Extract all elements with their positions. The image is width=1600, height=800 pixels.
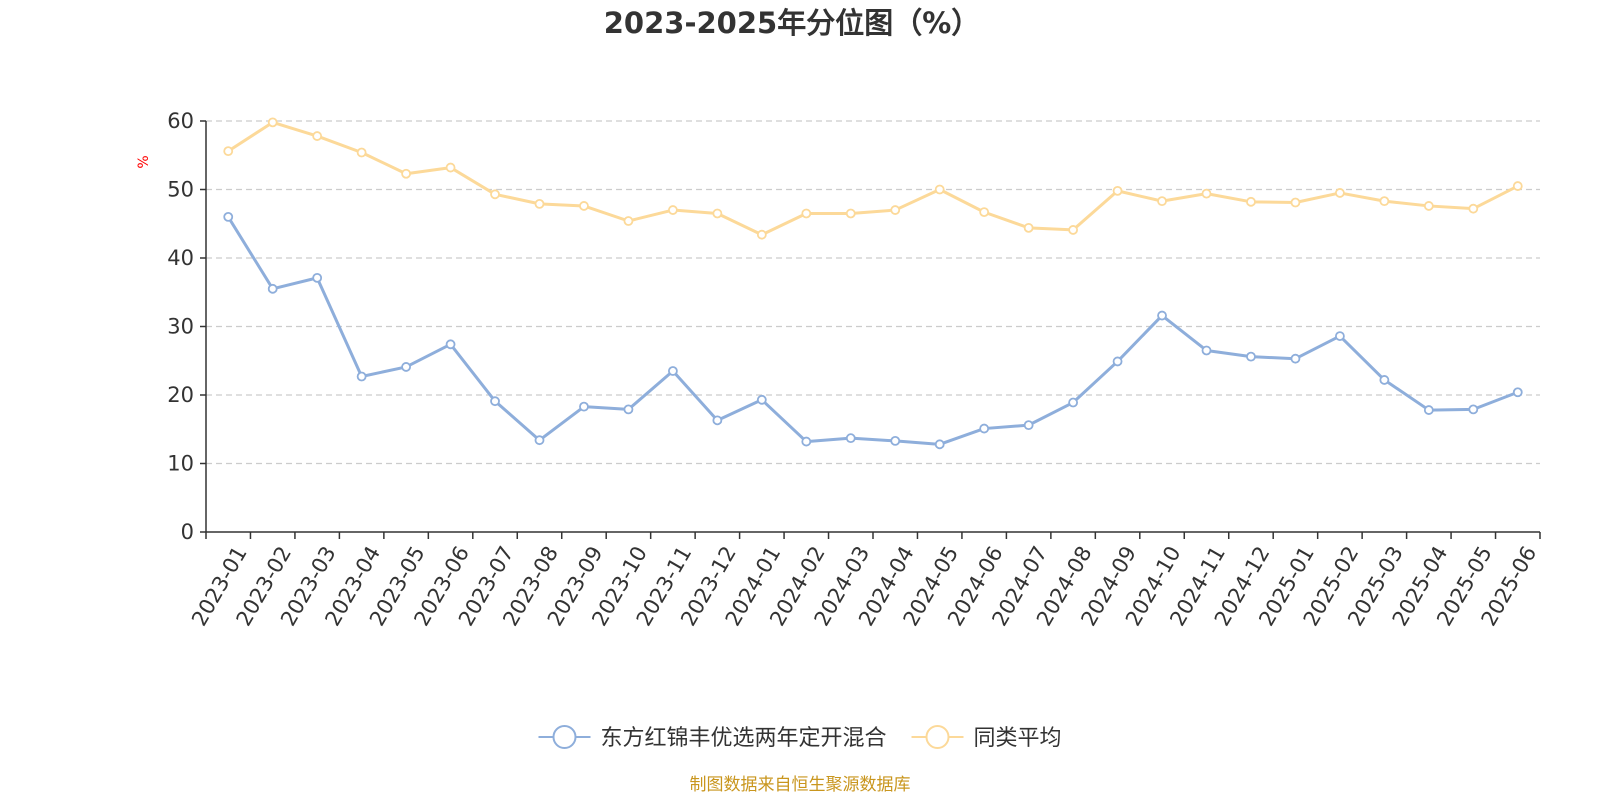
series-point [312, 272, 323, 283]
series-point [1068, 225, 1078, 235]
series-point [1512, 387, 1523, 398]
y-tick-label: 0 [181, 520, 194, 544]
series-point [1246, 351, 1256, 362]
series-point [712, 415, 723, 426]
series-point [1335, 331, 1345, 341]
series-point [890, 205, 901, 215]
y-tick-label: 40 [167, 246, 194, 270]
y-tick-label: 20 [167, 383, 194, 407]
series-point [490, 396, 500, 407]
legend-label: 东方红锦丰优选两年定开混合 [601, 726, 887, 751]
series-line [226, 216, 1519, 446]
legend[interactable]: 东方红锦丰优选两年定开混合 同类平均 [538, 725, 1062, 751]
y-tick-label: 50 [167, 178, 194, 202]
series-point [1157, 310, 1167, 321]
series-point [756, 229, 767, 240]
series-point [1468, 404, 1479, 415]
series-point [445, 162, 456, 173]
series-lines [223, 117, 1523, 450]
series-point [890, 435, 901, 446]
series-point [1423, 201, 1434, 211]
series-line [227, 120, 1519, 237]
series-point [534, 435, 545, 446]
series-point [1423, 405, 1434, 415]
series-point [712, 208, 723, 219]
series-point [623, 404, 634, 415]
legend-label: 同类平均 [974, 726, 1062, 751]
series-point [1379, 196, 1390, 207]
series-point [579, 401, 589, 412]
series-point [1468, 203, 1479, 214]
series-point [756, 394, 767, 405]
y-tick-label: 60 [167, 109, 194, 133]
series-point [356, 147, 367, 158]
series-point [534, 198, 545, 209]
series-point [845, 433, 856, 444]
legend-item[interactable]: 东方红锦丰优选两年定开混合 [538, 725, 887, 751]
series-point [1246, 196, 1256, 207]
series-point [1068, 397, 1078, 408]
series-point [312, 131, 323, 141]
series-point [1157, 196, 1167, 207]
y-tick-label: 30 [167, 315, 194, 339]
chart-title: 2023-2025年分位图（%） [604, 6, 981, 40]
series-point [1512, 181, 1523, 191]
y-axis-unit-label: % [136, 155, 152, 168]
series-point [445, 339, 456, 350]
series-point [934, 184, 945, 195]
data-source-note: 制图数据来自恒生聚源数据库 [690, 775, 911, 795]
y-tick-label: 10 [167, 452, 194, 476]
series-point [267, 117, 278, 128]
axes: 01020304050602023-012023-022023-032023-0… [167, 109, 1541, 630]
series-point [1023, 420, 1034, 431]
series-point [934, 439, 945, 450]
series-point [223, 146, 234, 157]
series-point [579, 201, 589, 211]
series-point [845, 208, 856, 219]
series-point [1290, 353, 1301, 364]
series-point [1112, 356, 1123, 367]
legend-circle-icon [925, 725, 950, 749]
series-point [490, 189, 500, 200]
series-point [801, 208, 812, 219]
series-point [668, 366, 678, 376]
series-point [401, 362, 412, 372]
series-point [1201, 345, 1212, 356]
series-point [801, 436, 812, 447]
series-point [1201, 188, 1212, 199]
series-point [1290, 197, 1301, 208]
series-point [1112, 185, 1123, 196]
series-point [356, 371, 367, 382]
legend-circle-icon [552, 725, 577, 749]
series-point [668, 205, 678, 215]
series-point [267, 283, 278, 294]
series-point [401, 168, 412, 179]
series-point [979, 423, 990, 434]
gridlines [206, 120, 1540, 465]
series-point [1335, 188, 1345, 198]
legend-item[interactable]: 同类平均 [911, 725, 1062, 751]
series-point [979, 207, 990, 218]
series-point [623, 216, 634, 226]
series-point [223, 211, 234, 222]
series-point [1023, 222, 1034, 233]
series-point [1379, 375, 1390, 385]
